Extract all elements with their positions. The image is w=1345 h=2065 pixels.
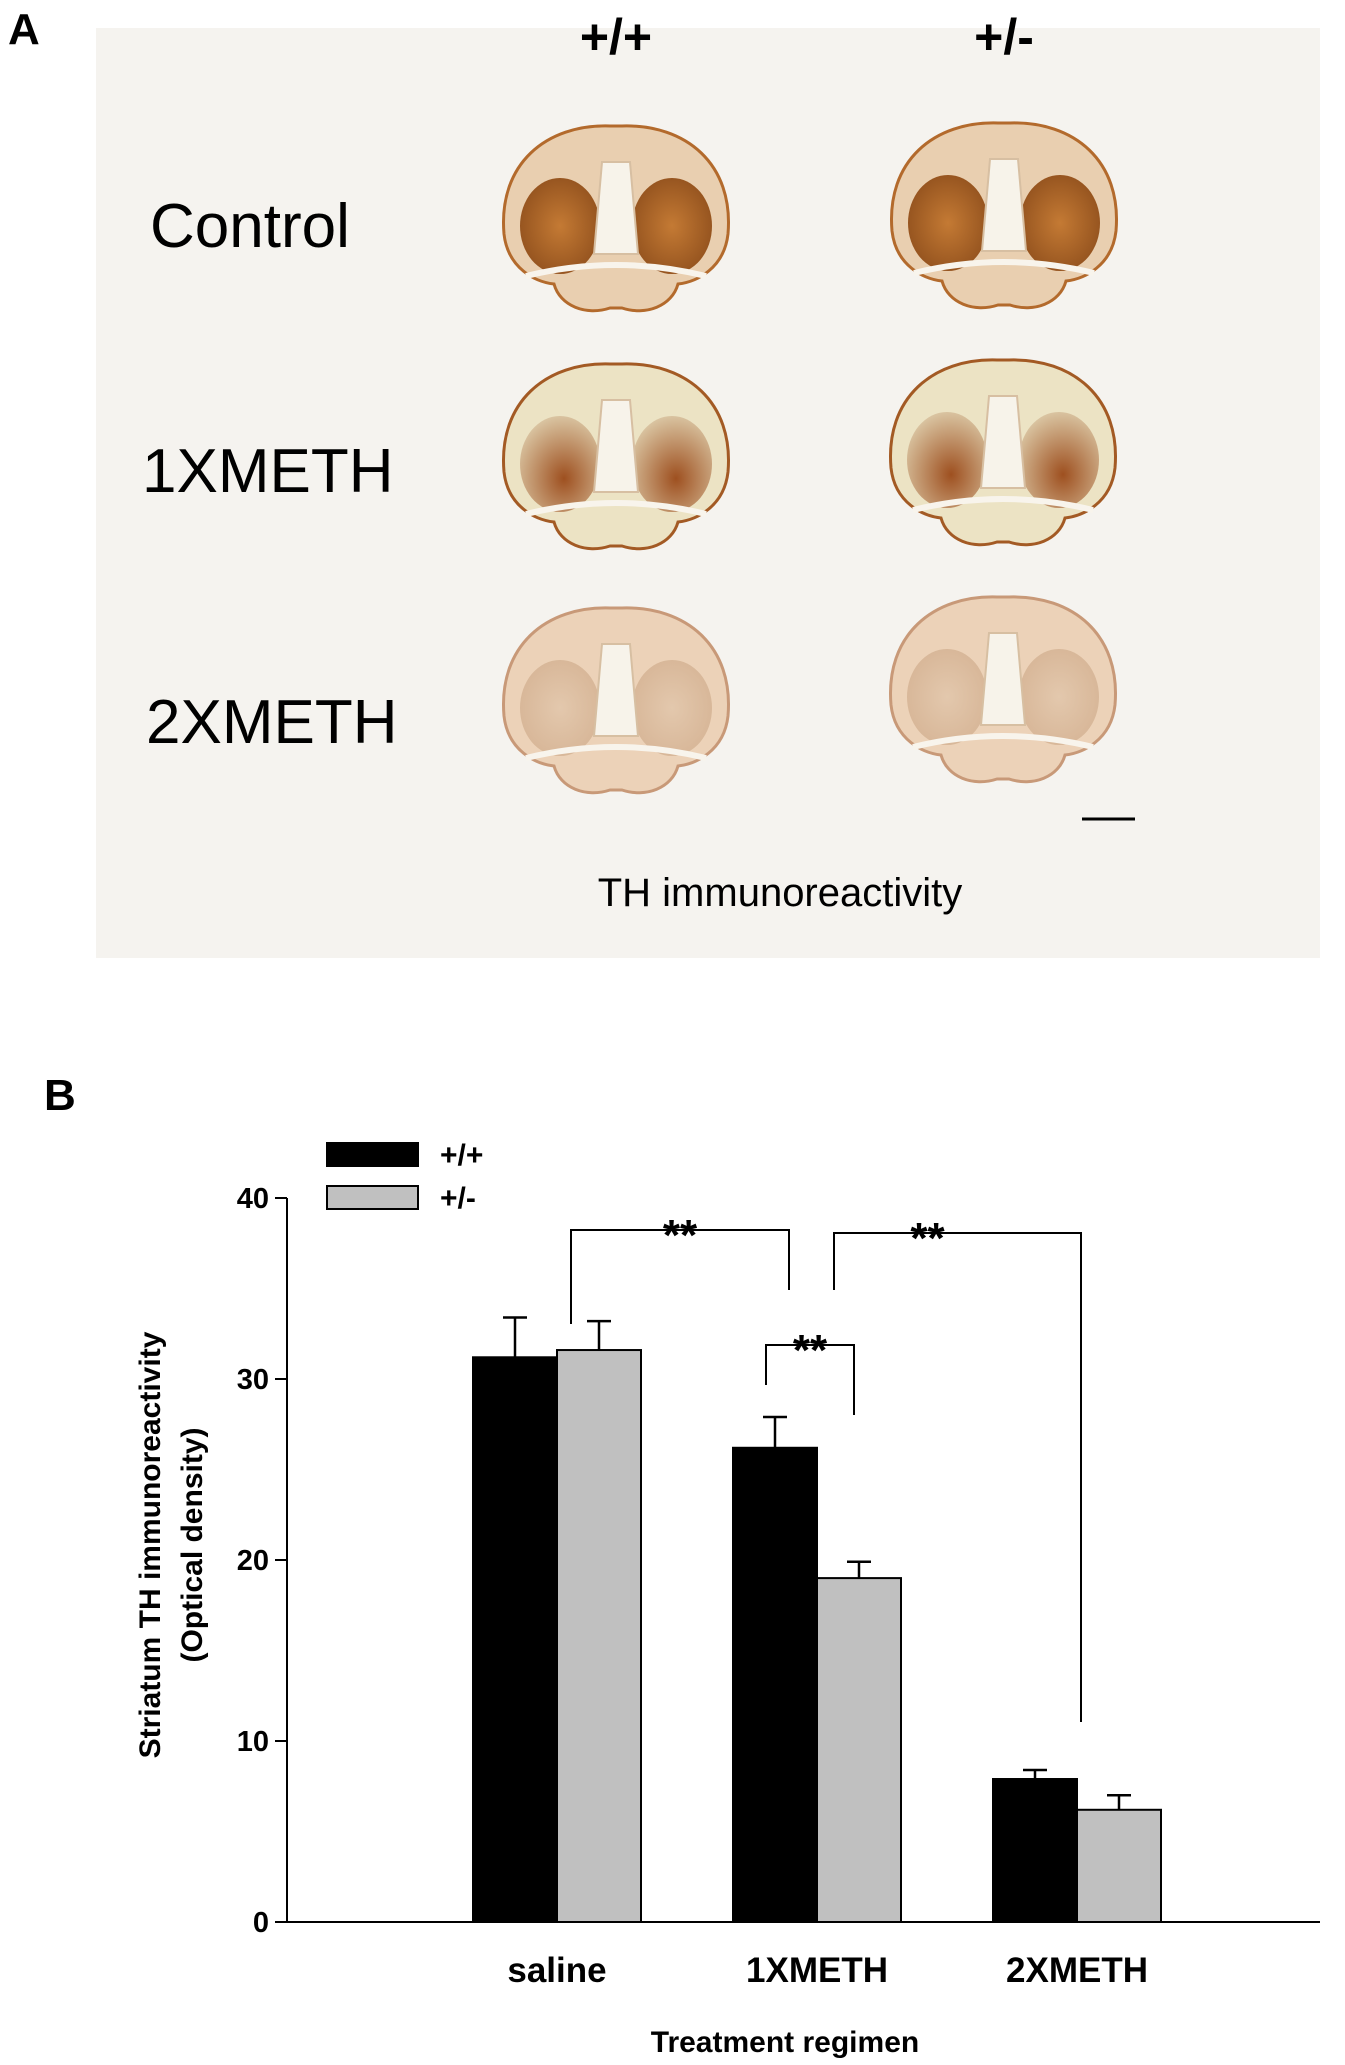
row-label-1xmeth: 1XMETH	[142, 437, 393, 506]
commissure	[912, 496, 1094, 513]
brain-section-1xmeth-heterozygous	[889, 358, 1117, 547]
significance-label: **	[910, 1214, 945, 1263]
ventricle	[979, 632, 1027, 726]
panel-b: B 0 10 20 30 40 Striatum TH immunoreactivity (…	[44, 1071, 1320, 2059]
striatum-left	[907, 412, 987, 508]
x-axis-title: Treatment regimen	[651, 2026, 919, 2059]
commissure	[525, 500, 707, 517]
ventricle	[979, 395, 1027, 489]
column-header-wildtype: +/+	[580, 9, 652, 65]
bar	[992, 1778, 1078, 1924]
brain-section-1xmeth-wildtype	[502, 362, 730, 551]
legend-swatch	[326, 1142, 419, 1167]
y-tick-label: 20	[237, 1545, 269, 1577]
striatum-left	[908, 175, 988, 271]
panel-b-letter: B	[44, 1071, 76, 1120]
y-tick-label: 0	[253, 1907, 269, 1939]
panel-a-caption: TH immunoreactivity	[598, 871, 963, 915]
commissure	[912, 733, 1094, 750]
significance-label: **	[793, 1326, 828, 1375]
panel-a: A +/+ +/- Control 1XMETH 2XMETH TH immun…	[8, 5, 1320, 958]
brain-section-control-heterozygous	[890, 121, 1118, 310]
column-header-heterozygous: +/-	[974, 9, 1034, 65]
legend-swatch	[326, 1185, 419, 1210]
commissure	[525, 262, 707, 279]
striatum-left	[520, 178, 600, 274]
significance-bracket	[833, 1232, 1082, 1722]
brain-section-control-wildtype	[502, 124, 730, 313]
x-tick-label: 2XMETH	[1006, 1951, 1148, 1990]
significance-bracket	[570, 1229, 790, 1324]
striatum-right	[632, 660, 712, 756]
x-tick-label: 1XMETH	[746, 1951, 888, 1990]
ventricle	[592, 161, 640, 255]
y-axis-title: (Optical density)	[176, 1427, 209, 1662]
brain-section-2xmeth-wildtype	[502, 606, 730, 795]
ventricle	[592, 399, 640, 493]
significance-label: **	[663, 1211, 698, 1260]
y-tick-label: 10	[237, 1726, 269, 1758]
striatum-left	[520, 660, 600, 756]
y-tick-label: 30	[237, 1364, 269, 1396]
commissure	[913, 259, 1095, 276]
bar	[732, 1446, 818, 1924]
legend-label: +/-	[440, 1182, 476, 1215]
striatum-right	[632, 416, 712, 512]
striatum-right	[1020, 175, 1100, 271]
striatum-left	[520, 416, 600, 512]
ventricle	[980, 158, 1028, 252]
row-label-2xmeth: 2XMETH	[146, 688, 397, 757]
y-axis-title: Striatum TH immunoreactivity	[134, 1331, 167, 1758]
row-label-control: Control	[150, 192, 350, 261]
brain-section-2xmeth-heterozygous	[889, 595, 1117, 784]
commissure	[525, 744, 707, 761]
bar	[816, 1577, 902, 1923]
panel-a-letter: A	[8, 5, 40, 54]
bar	[1076, 1808, 1162, 1924]
bar	[472, 1356, 558, 1923]
striatum-left	[907, 649, 987, 745]
bar-chart: 0 10 20 30 40 Striatum TH immunoreactivity (Op…	[134, 1139, 1320, 2059]
ventricle	[592, 643, 640, 737]
striatum-right	[632, 178, 712, 274]
significance-bracket	[765, 1344, 855, 1415]
striatum-right	[1019, 649, 1099, 745]
x-tick-label: saline	[507, 1951, 606, 1990]
striatum-right	[1019, 412, 1099, 508]
legend-label: +/+	[440, 1139, 483, 1172]
y-tick-label: 40	[237, 1183, 269, 1215]
bar	[556, 1349, 642, 1924]
brain-section-grid	[502, 121, 1118, 795]
